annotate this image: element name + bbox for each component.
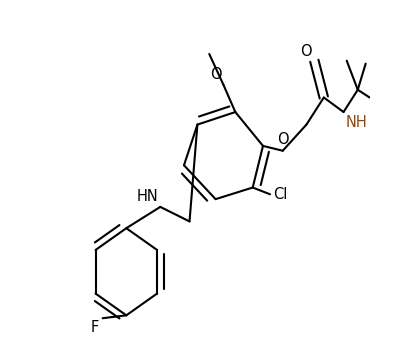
Text: Cl: Cl — [273, 187, 287, 202]
Text: O: O — [300, 44, 312, 59]
Text: F: F — [91, 320, 100, 335]
Text: O: O — [210, 67, 222, 82]
Text: NH: NH — [345, 115, 367, 130]
Text: HN: HN — [137, 189, 159, 204]
Text: O: O — [277, 132, 289, 148]
